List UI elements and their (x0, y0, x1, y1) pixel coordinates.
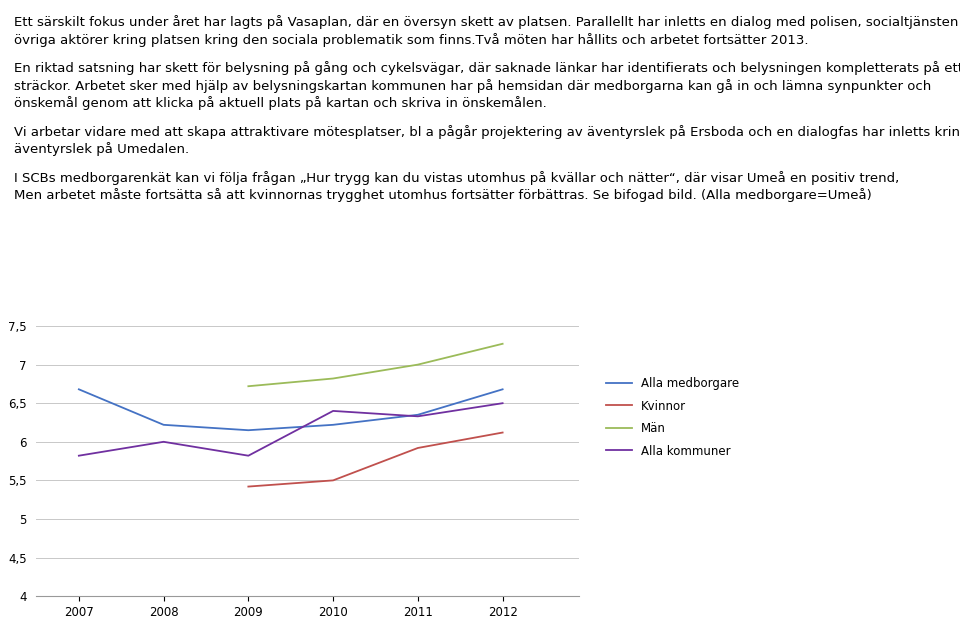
Text: I SCBs medborgarenkät kan vi följa frågan „Hur trygg kan du vistas utomhus på kv: I SCBs medborgarenkät kan vi följa fråga… (14, 171, 900, 184)
Legend: Alla medborgare, Kvinnor, Män, Alla kommuner: Alla medborgare, Kvinnor, Män, Alla komm… (601, 373, 744, 462)
Text: Men arbetet måste fortsätta så att kvinnornas trygghet utomhus fortsätter förbät: Men arbetet måste fortsätta så att kvinn… (14, 188, 872, 202)
Text: Vi arbetar vidare med att skapa attraktivare mötesplatser, bl a pågår projekteri: Vi arbetar vidare med att skapa attrakti… (14, 125, 960, 138)
Text: äventyrslek på Umedalen.: äventyrslek på Umedalen. (14, 142, 189, 156)
Text: sträckor. Arbetet sker med hjälp av belysningskartan kommunen har på hemsidan dä: sträckor. Arbetet sker med hjälp av bely… (14, 79, 931, 93)
Text: önskemål genom att klicka på aktuell plats på kartan och skriva in önskemålen.: önskemål genom att klicka på aktuell pla… (14, 96, 547, 110)
Text: Ett särskilt fokus under året har lagts på Vasaplan, där en översyn skett av pla: Ett särskilt fokus under året har lagts … (14, 16, 960, 29)
Text: En riktad satsning har skett för belysning på gång och cykelsvägar, där saknade : En riktad satsning har skett för belysni… (14, 61, 960, 75)
Text: övriga aktörer kring platsen kring den sociala problematik som finns.Två möten h: övriga aktörer kring platsen kring den s… (14, 33, 809, 47)
